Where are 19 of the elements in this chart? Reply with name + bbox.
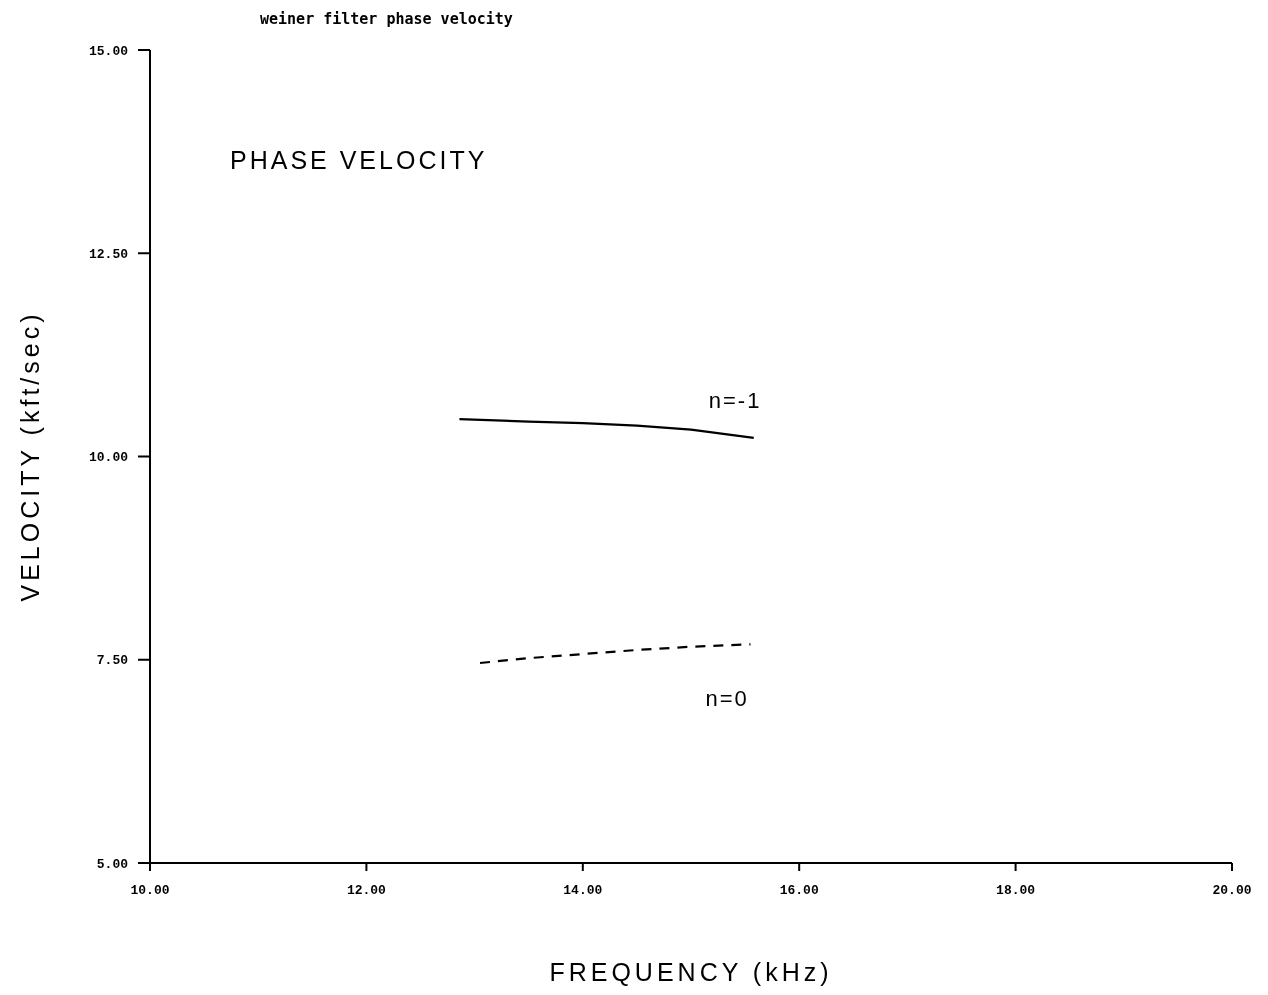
line-series	[458, 418, 755, 439]
x-tick-label: 14.00	[563, 883, 603, 899]
line-series	[478, 643, 752, 665]
chart-title: weiner filter phase velocity	[260, 10, 513, 28]
x-tick-label: 18.00	[996, 883, 1036, 899]
y-tick-label: 12.50	[88, 246, 129, 262]
series-label: n=0	[705, 686, 749, 712]
y-tick-label: 7.50	[96, 653, 129, 669]
y-tick-label: 15.00	[88, 43, 129, 59]
x-tick-label: 20.00	[1212, 883, 1252, 899]
x-axis-title: FREQUENCY (kHz)	[548, 958, 834, 987]
annotation: PHASE VELOCITY	[230, 146, 488, 175]
x-tick-label: 12.00	[346, 883, 387, 899]
y-tick-label: 5.00	[96, 856, 129, 872]
y-tick-label: 10.00	[88, 450, 129, 466]
x-tick-label: 10.00	[130, 883, 170, 899]
series-label: n=-1	[708, 387, 762, 413]
y-axis-title: VELOCITY (kft/sec)	[15, 310, 45, 602]
x-tick-label: 16.00	[779, 883, 819, 899]
